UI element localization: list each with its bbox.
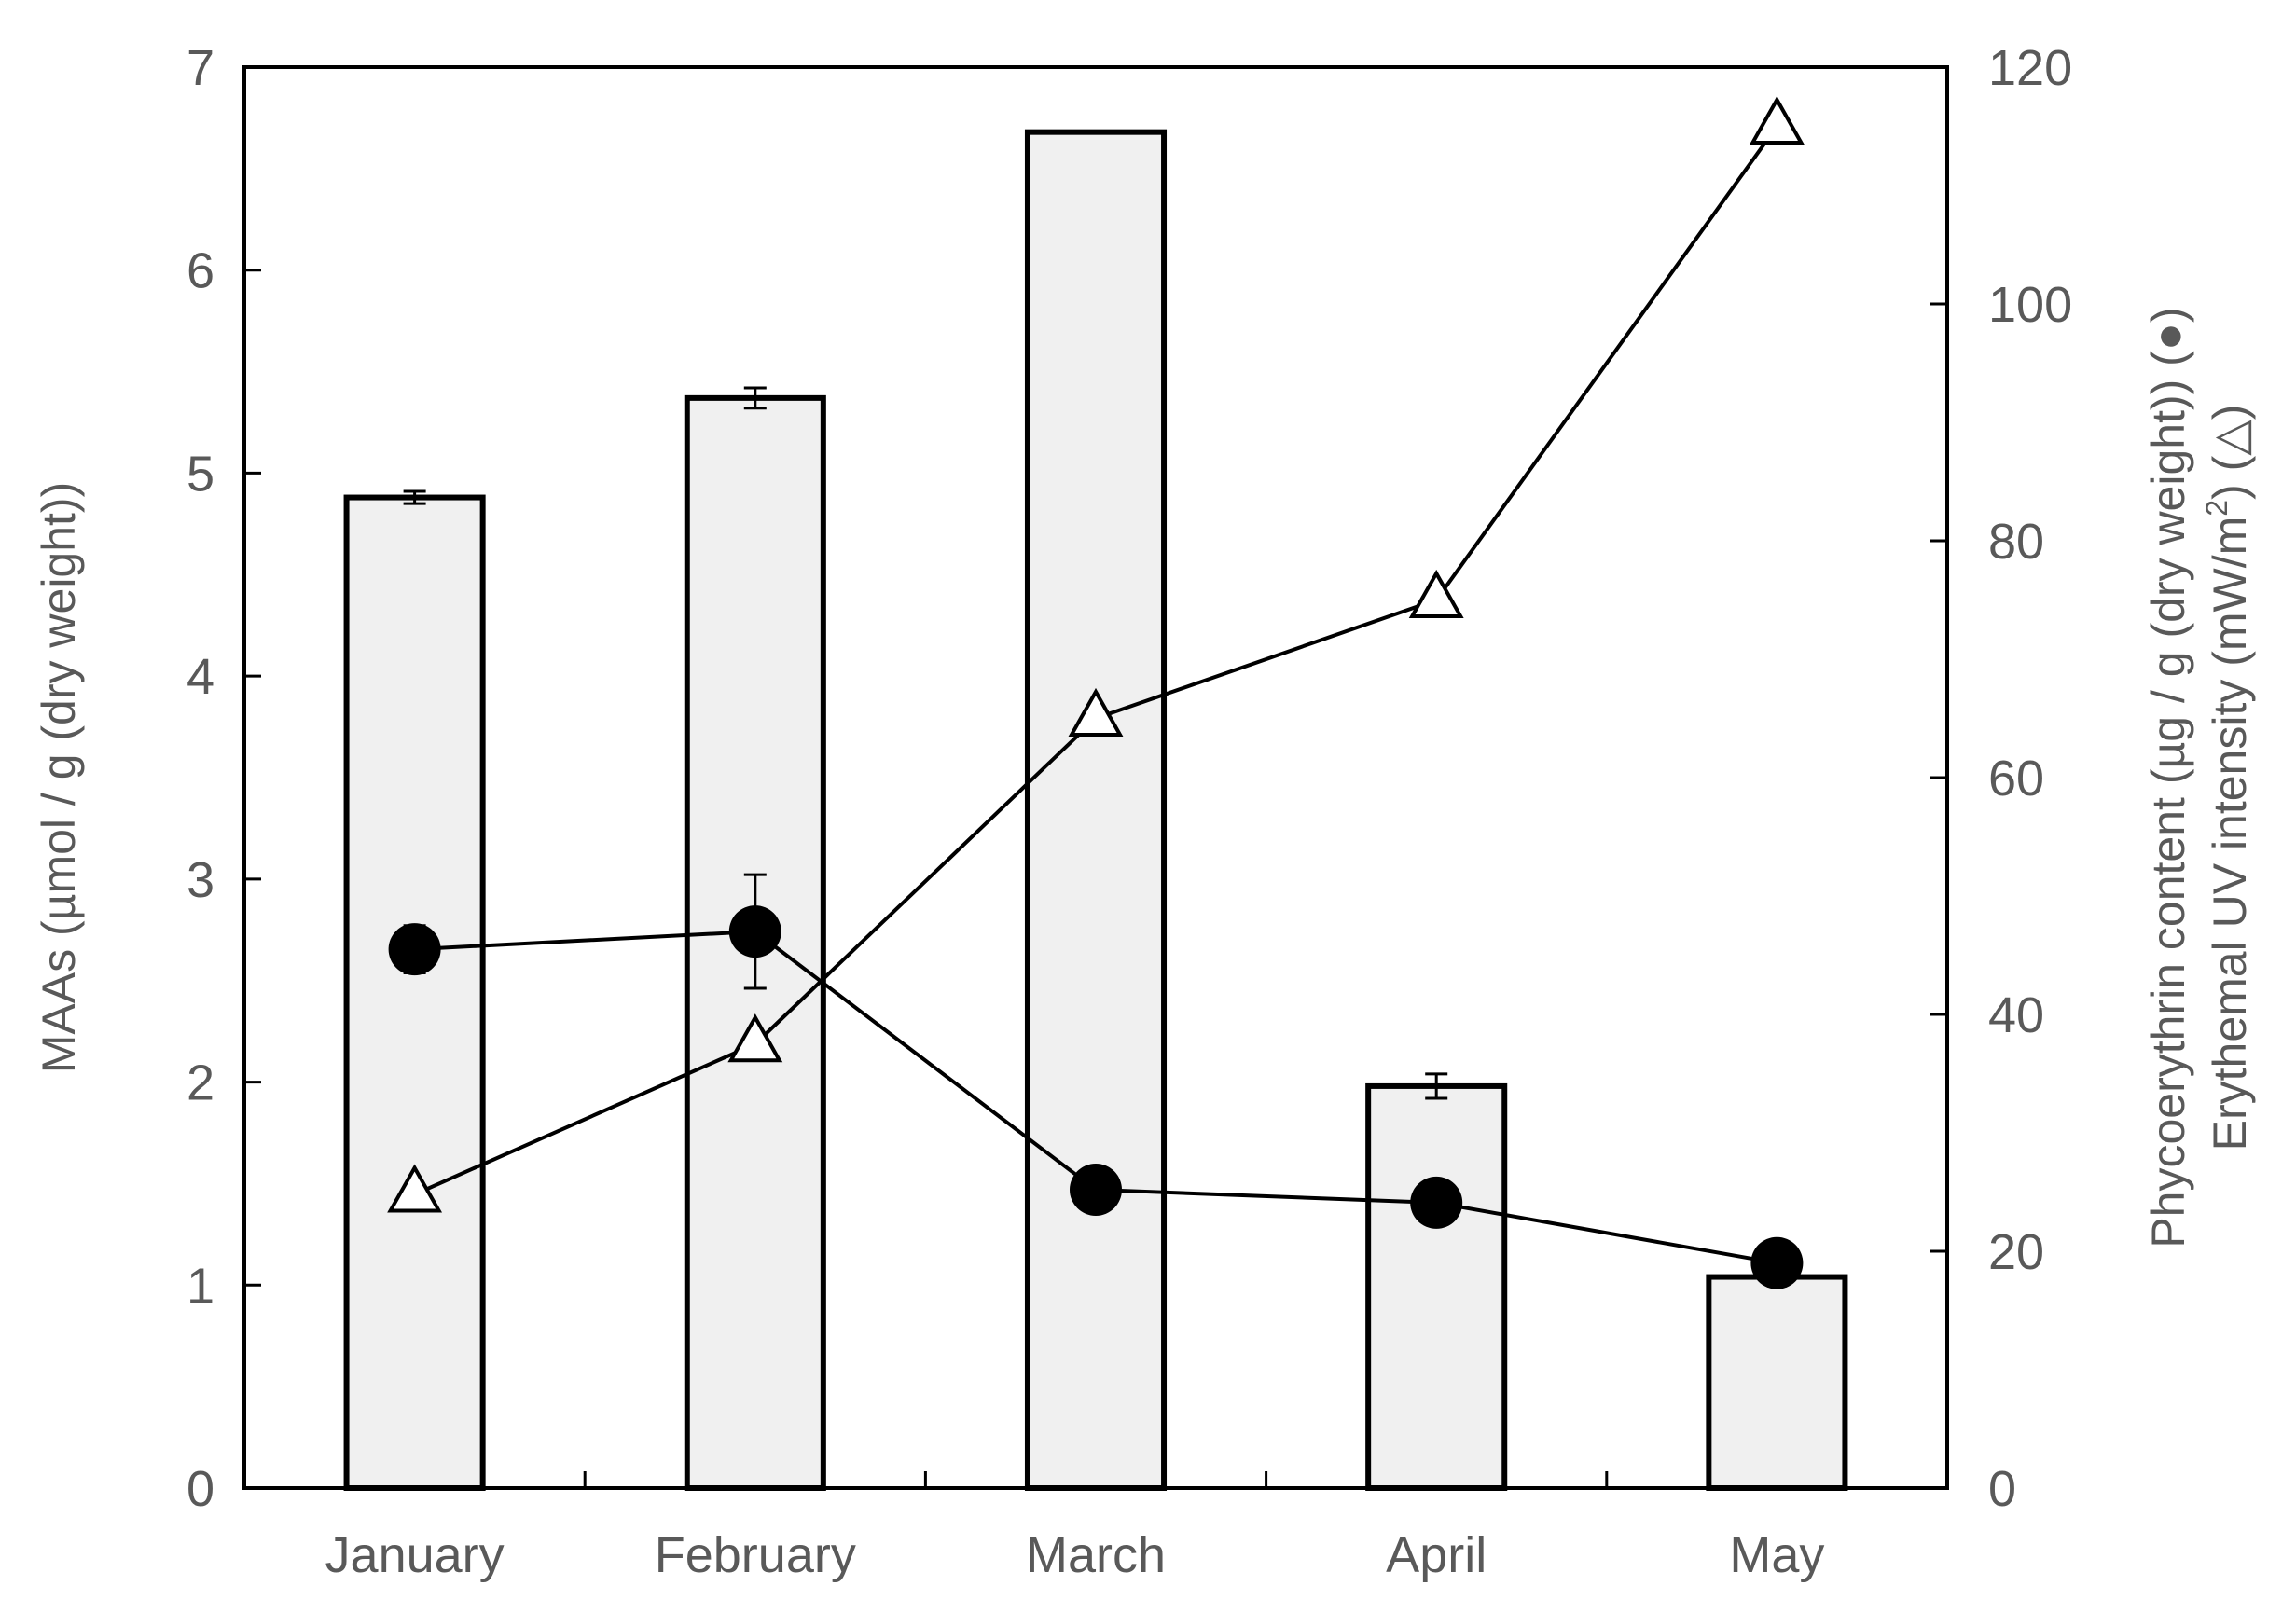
bar <box>1706 1274 1848 1491</box>
left-tick-label: 0 <box>187 1461 214 1517</box>
point-triangle <box>1068 687 1124 737</box>
left-axis-ticks: 0 1 2 3 4 5 6 7 <box>187 40 261 1517</box>
left-tick-label: 6 <box>187 243 214 299</box>
left-tick-label: 1 <box>187 1258 214 1314</box>
x-category-label: April <box>1386 1527 1487 1583</box>
lines-layer <box>387 95 1805 1289</box>
left-tick-label: 3 <box>187 852 214 908</box>
bar <box>343 494 486 1491</box>
right-tick-label: 100 <box>1988 277 2072 333</box>
right-axis-title-line1: Phycoerythrin content (µg / g (dry weigh… <box>2142 307 2194 1248</box>
right-tick-label: 120 <box>1988 40 2072 96</box>
point-triangle <box>1749 95 1805 145</box>
right-axis-title-superscript: 2 <box>2200 500 2234 517</box>
bars-layer <box>343 129 1848 1492</box>
point-circle <box>1410 1176 1463 1229</box>
bar <box>1024 129 1168 1491</box>
right-tick-label: 60 <box>1988 751 2044 806</box>
right-axis-title-line2-suffix: ) (△) <box>2204 405 2256 500</box>
left-axis-title: MAAs (µmol / g (dry weight)) <box>33 482 85 1073</box>
left-tick-label: 2 <box>187 1055 214 1111</box>
left-tick-label: 4 <box>187 649 214 705</box>
left-tick-label: 7 <box>187 40 214 96</box>
right-tick-label: 20 <box>1988 1224 2044 1280</box>
x-category-label: January <box>325 1527 505 1583</box>
point-circle <box>728 905 781 958</box>
point-circle <box>1750 1236 1804 1289</box>
left-tick-label: 5 <box>187 446 214 502</box>
right-axis-title-line2: Erythemal UV intensity (mW/m2) (△) <box>2200 405 2256 1151</box>
point-triangle <box>387 1164 443 1213</box>
x-category-label: May <box>1729 1527 1824 1583</box>
point-triangle <box>1408 569 1464 618</box>
point-circle <box>388 923 441 976</box>
right-tick-label: 40 <box>1988 987 2044 1043</box>
right-tick-label: 80 <box>1988 514 2044 570</box>
right-axis-ticks: 0 20 40 60 80 100 120 <box>1930 40 2072 1517</box>
right-tick-label: 0 <box>1988 1461 2016 1517</box>
bar <box>1365 1082 1508 1491</box>
x-category-label: March <box>1026 1527 1166 1583</box>
x-axis-ticks: January February March April May <box>325 1471 1824 1583</box>
point-triangle <box>727 1013 783 1063</box>
right-axis-title-line2-prefix: Erythemal UV intensity (mW/m <box>2204 517 2256 1151</box>
x-category-label: February <box>655 1527 856 1583</box>
point-circle <box>1070 1163 1122 1216</box>
